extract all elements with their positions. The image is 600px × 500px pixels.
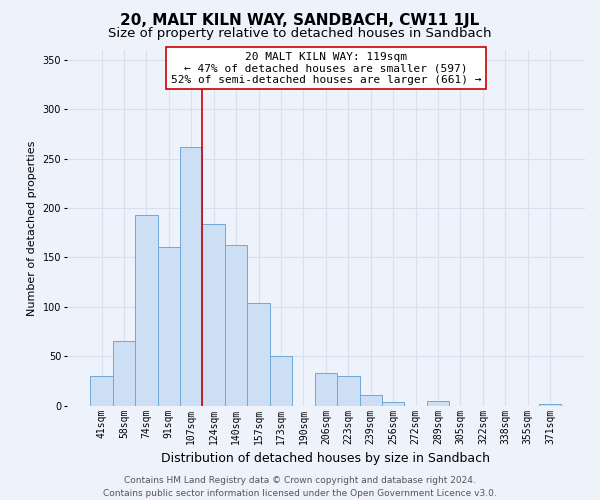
Bar [314,373,337,406]
Bar [135,215,158,406]
Text: Size of property relative to detached houses in Sandbach: Size of property relative to detached ho… [108,28,492,40]
Bar [225,244,247,406]
Bar [539,404,562,406]
Bar [427,400,449,406]
Bar [113,342,135,406]
Bar [90,376,113,406]
Bar [270,356,292,406]
Bar [247,303,270,406]
Text: 20, MALT KILN WAY, SANDBACH, CW11 1JL: 20, MALT KILN WAY, SANDBACH, CW11 1JL [121,12,479,28]
Bar [359,395,382,406]
Text: Contains HM Land Registry data © Crown copyright and database right 2024.
Contai: Contains HM Land Registry data © Crown c… [103,476,497,498]
Bar [202,224,225,406]
Bar [337,376,359,406]
Y-axis label: Number of detached properties: Number of detached properties [27,140,37,316]
Bar [158,246,180,406]
Text: 20 MALT KILN WAY: 119sqm
← 47% of detached houses are smaller (597)
52% of semi-: 20 MALT KILN WAY: 119sqm ← 47% of detach… [170,52,481,85]
X-axis label: Distribution of detached houses by size in Sandbach: Distribution of detached houses by size … [161,452,490,465]
Bar [180,147,202,406]
Bar [382,402,404,406]
